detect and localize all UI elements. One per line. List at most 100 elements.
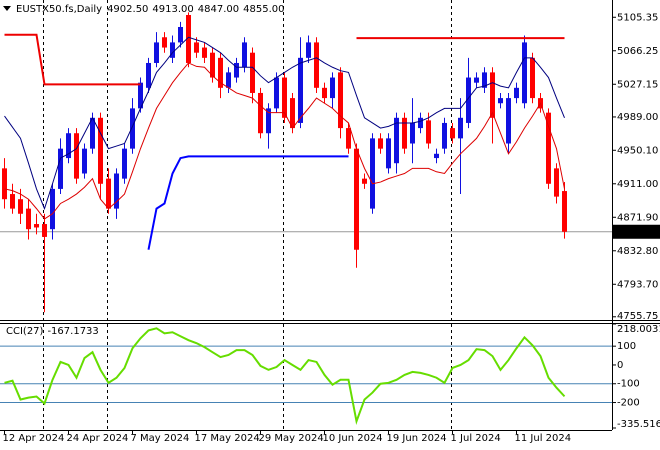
indicator-line	[4, 62, 565, 220]
candle-body	[482, 72, 487, 88]
x-tick-label: 10 Jun 2024	[323, 433, 383, 444]
candle-body	[274, 77, 279, 109]
candle-body	[314, 42, 319, 88]
candle-body	[10, 194, 15, 209]
x-tick-label: 19 Jun 2024	[387, 433, 447, 444]
y-tick-label: 4989.00	[617, 112, 658, 123]
x-tick-label: 12 Apr 2024	[3, 433, 65, 444]
candle-body	[506, 98, 511, 144]
candle-body	[450, 128, 455, 139]
candle-body	[418, 117, 423, 129]
candle-body	[74, 133, 79, 179]
candle-body	[130, 108, 135, 149]
y-tick-label: 218.0031	[617, 324, 660, 335]
y-tick-label: 4871.90	[617, 212, 658, 223]
candle-body	[162, 37, 167, 48]
candle-body	[258, 92, 263, 134]
candle-body	[242, 42, 247, 68]
candle-body	[98, 117, 103, 184]
candle-body	[106, 178, 111, 209]
candle-body	[522, 42, 527, 104]
candle-body	[50, 188, 55, 230]
candle-body	[154, 42, 159, 63]
indicator-line	[147, 155, 349, 250]
cci-title: CCI(27)	[6, 326, 44, 337]
candle-body	[474, 77, 479, 83]
candle-body	[346, 128, 351, 149]
candle-body	[34, 224, 39, 228]
candle-body	[426, 120, 431, 144]
x-tick-label: 7 May 2024	[131, 433, 190, 444]
candle-body	[562, 191, 567, 232]
candle-body	[370, 138, 375, 209]
last-price-label: 4855.00	[617, 227, 658, 238]
candle-body	[330, 77, 335, 99]
candle-body	[26, 208, 31, 230]
indicator-line	[4, 36, 565, 211]
x-tick-label: 29 May 2024	[259, 433, 324, 444]
candle-body	[234, 62, 239, 78]
candle-body	[306, 42, 311, 58]
candle-body	[322, 87, 327, 99]
candle-body	[354, 148, 359, 250]
candle-body	[410, 122, 415, 144]
candle-body	[282, 77, 287, 118]
candle-body	[18, 199, 23, 214]
x-tick-label: 17 May 2024	[195, 433, 260, 444]
candle-body	[466, 77, 471, 123]
candle-body	[170, 42, 175, 58]
candle-body	[554, 168, 559, 197]
candle-body	[42, 224, 47, 237]
cci-header: CCI(27) -167.1733	[6, 326, 99, 337]
plot	[0, 12, 612, 426]
candle-body	[498, 98, 503, 104]
candle-body	[202, 47, 207, 58]
menu-arrow	[3, 6, 11, 11]
candle-body	[146, 62, 151, 88]
candle-body	[442, 122, 447, 149]
y-tick-label: 4911.00	[617, 179, 658, 190]
y-tick-label: -335.5161	[617, 419, 660, 430]
candle-body	[186, 14, 191, 63]
cci-value: -167.1733	[47, 326, 98, 337]
y-tick-label: 4950.10	[617, 145, 658, 156]
x-tick-label: 11 Jul 2024	[515, 433, 572, 444]
chart-header: EUSTX50.fs,Daily 4902.50 4913.00 4847.00 485…	[16, 4, 285, 15]
candle-body	[66, 133, 71, 159]
candle-body	[138, 82, 143, 109]
y-tick-label: 5066.25	[617, 46, 658, 57]
candle-body	[530, 57, 535, 99]
y-tick-label: 4832.80	[617, 246, 658, 257]
candle-body	[2, 168, 7, 200]
last-price-box	[613, 224, 660, 239]
low-value: 4847.00	[198, 4, 239, 15]
y-tick-label: 4793.70	[617, 279, 658, 290]
x-tick-label: 1 Jul 2024	[451, 433, 501, 444]
y-tick-label: 100	[617, 341, 636, 352]
indicator-line	[4, 33, 565, 86]
candle-body	[386, 138, 391, 169]
candle-body	[298, 57, 303, 123]
candle-body	[178, 26, 183, 43]
candle-body	[210, 52, 215, 78]
candle-body	[402, 117, 407, 149]
x-tick-label: 24 Apr 2024	[67, 433, 129, 444]
candle-body	[458, 117, 463, 139]
candle-body	[362, 178, 367, 184]
close-value: 4855.00	[243, 4, 284, 15]
candle-body	[546, 112, 551, 184]
candle-body	[194, 42, 199, 53]
candle-body	[290, 98, 295, 129]
y-tick-label: 4755.75	[617, 311, 658, 322]
candle-body	[434, 153, 439, 159]
y-tick-label: 5027.15	[617, 79, 658, 90]
candle-body	[338, 72, 343, 129]
candle-body	[218, 57, 223, 88]
candle-body	[266, 108, 271, 134]
candle-body	[226, 72, 231, 88]
candle-body	[90, 117, 95, 149]
candle-body	[82, 148, 87, 174]
y-tick-label: -200	[617, 398, 640, 409]
